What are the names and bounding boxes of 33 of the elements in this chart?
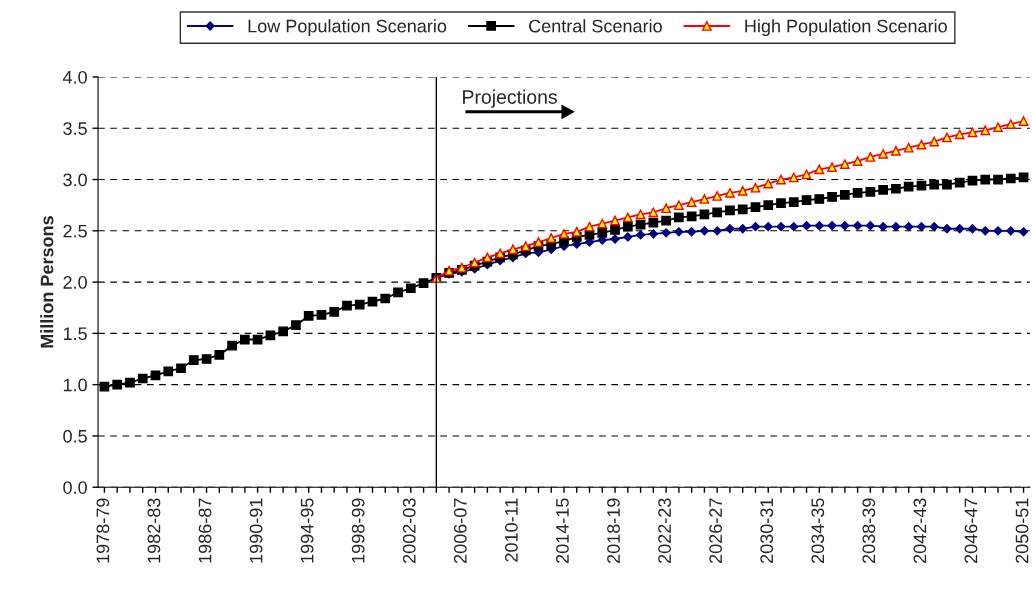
legend-label: Central Scenario xyxy=(529,19,662,33)
x-tick-label: 2022-23 xyxy=(658,498,671,563)
x-tick-label: 2006-07 xyxy=(453,498,467,563)
x-tick-label: 2018-19 xyxy=(607,498,620,563)
x-tick-label: 2042-43 xyxy=(913,498,927,563)
x-tick-label: 2046-47 xyxy=(964,498,978,563)
y-tick-label: 1.5 xyxy=(63,327,87,341)
annotation: Projections xyxy=(463,89,557,108)
y-axis-title: Million Persons xyxy=(40,216,54,348)
y-tick-label: 0.5 xyxy=(63,429,87,443)
x-tick-label: 1978-79 xyxy=(96,498,110,563)
y-tick-label: 3.0 xyxy=(63,173,87,187)
x-tick-label: 2026-27 xyxy=(709,498,723,563)
y-tick-label: 3.5 xyxy=(63,122,87,135)
x-tick-label: 2002-03 xyxy=(402,498,416,563)
y-tick-label: 4.0 xyxy=(62,70,87,84)
x-tick-label: 1994-95 xyxy=(300,498,314,563)
x-tick-label: 1982-83 xyxy=(147,498,161,563)
legend-label: Low Population Scenario xyxy=(248,19,447,37)
legend-label: High Population Scenario xyxy=(745,19,947,37)
x-tick-label: 1986-87 xyxy=(198,498,212,563)
x-tick-label: 1998-99 xyxy=(351,498,365,563)
y-tick-label: 2.5 xyxy=(63,224,87,238)
x-tick-label: 2038-39 xyxy=(862,498,876,563)
y-tick-label: 0.0 xyxy=(63,481,87,494)
x-tick-label: 2050-51 xyxy=(1015,498,1029,563)
y-tick-label: 1.0 xyxy=(63,378,87,392)
x-tick-label: 2034-35 xyxy=(811,498,825,563)
x-tick-label: 2030-31 xyxy=(760,498,774,563)
y-tick-label: 2.0 xyxy=(63,276,87,289)
x-tick-label: 2010-11 xyxy=(504,498,518,562)
x-tick-label: 1990-91 xyxy=(249,498,263,563)
x-tick-label: 2014-15 xyxy=(556,498,569,563)
